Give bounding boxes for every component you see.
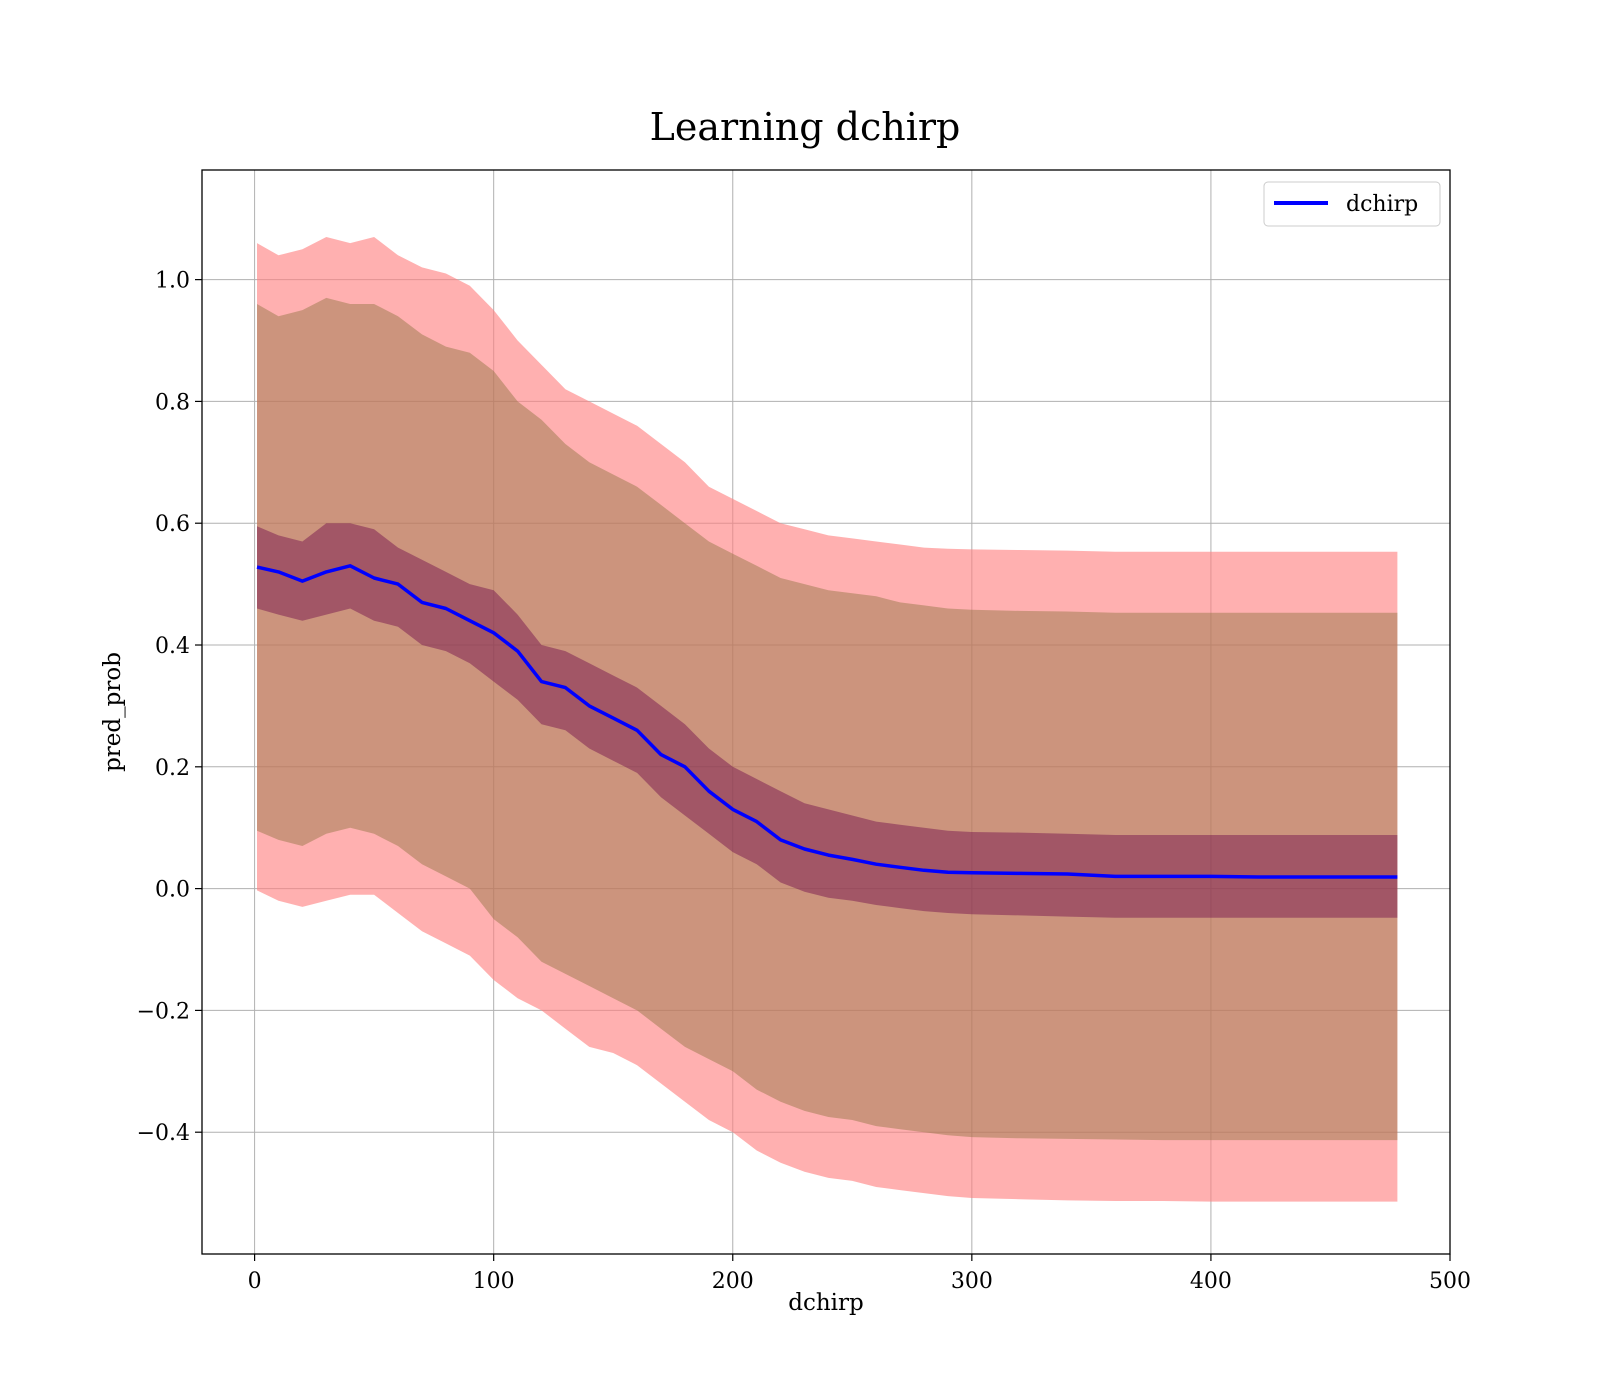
y-tick-label: 0.0 <box>155 878 190 903</box>
x-tick-label: 500 <box>1429 1269 1471 1294</box>
y-tick-label: 0.6 <box>155 512 190 537</box>
y-ticks: −0.4 −0.2 0.0 0.2 0.4 0.6 0.8 1.0 <box>137 269 202 1146</box>
legend-box <box>1263 181 1441 227</box>
y-tick-label: −0.2 <box>137 999 190 1024</box>
x-ticks: 0 100 200 300 400 500 <box>248 1254 1471 1294</box>
x-tick-label: 100 <box>473 1269 515 1294</box>
y-tick-label: −0.4 <box>137 1121 190 1146</box>
legend-label: dchirp <box>1346 192 1418 217</box>
x-tick-label: 0 <box>248 1269 262 1294</box>
y-tick-label: 0.8 <box>155 390 190 415</box>
x-axis-title: dchirp <box>788 1290 864 1316</box>
x-tick-label: 400 <box>1190 1269 1232 1294</box>
series-lines <box>256 564 1398 879</box>
legend: dchirp <box>1263 181 1441 227</box>
chart-title: Learning dchirp <box>650 105 961 149</box>
plot-frame <box>201 169 1451 1255</box>
y-tick-label: 1.0 <box>155 269 190 294</box>
y-tick-label: 0.2 <box>155 756 190 781</box>
x-tick-label: 300 <box>951 1269 993 1294</box>
series-line-dchirp <box>256 564 1398 879</box>
band-inner <box>257 297 1398 1141</box>
band-outer <box>257 237 1398 1202</box>
x-tick-label: 200 <box>712 1269 754 1294</box>
bands <box>257 237 1398 1202</box>
y-tick-label: 0.4 <box>155 634 190 659</box>
y-axis-title: pred_prob <box>100 652 126 772</box>
